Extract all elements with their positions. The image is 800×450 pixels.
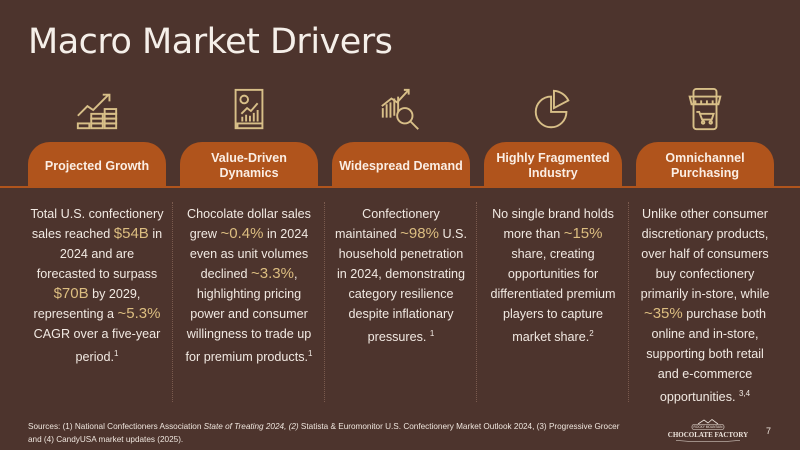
sources-footnote: Sources: (1) National Confectioners Asso… <box>28 420 628 446</box>
driver-header: Value-Driven Dynamics <box>180 142 318 187</box>
highlight-stat: ~3.3% <box>250 265 294 282</box>
driver-header: Widespread Demand <box>332 142 470 187</box>
page-number: 7 <box>766 426 772 436</box>
driver-description: Unlike other consumer discretionary prod… <box>636 204 774 407</box>
driver-header: Omnichannel Purchasing <box>636 142 774 187</box>
description-text: in 2024 even as unit volumes declined <box>189 227 309 281</box>
header-baseline <box>0 186 800 188</box>
description-text: CAGR over a five-year period. <box>33 327 161 364</box>
description-text: purchase both online and in-store, suppo… <box>646 307 767 404</box>
description-text: U.S. household penetration in 2024, demo… <box>336 227 467 344</box>
chart-magnifier-icon <box>332 85 470 135</box>
footnote-ref: 1 <box>114 349 119 358</box>
logo-text-main: CHOCOLATE FACTORY <box>668 431 748 439</box>
driver-column: Value-Driven Dynamics Chocolate dollar sa… <box>180 85 318 367</box>
driver-description: Chocolate dollar sales grew ~0.4% in 202… <box>180 204 318 367</box>
sources-italic: (2) <box>288 422 299 431</box>
driver-header: Highly Fragmented Industry <box>484 142 622 187</box>
page-title: Macro Market Drivers <box>28 22 393 62</box>
description-text: in 2024 and are forecasted to surpass <box>36 227 163 281</box>
sources-text: Statista & Euromonitor U.S. Confectioner… <box>28 422 620 444</box>
highlight-stat: ~35% <box>643 305 683 322</box>
driver-column: Highly Fragmented Industry No single bran… <box>484 85 622 347</box>
driver-header-label: Value-Driven Dynamics <box>211 151 287 180</box>
driver-column: Widespread Demand Confectionery maintaine… <box>332 85 470 347</box>
driver-header-label: Highly Fragmented Industry <box>496 151 610 180</box>
highlight-stat: ~0.4% <box>220 225 264 242</box>
footnote-ref: 3,4 <box>739 389 751 398</box>
highlight-stat: ~15% <box>563 225 603 242</box>
driver-column: Projected Growth Total U.S. confectionery… <box>28 85 166 367</box>
storefront-phone-cart-icon <box>636 85 774 135</box>
sources-italic: State of Treating 2024, <box>203 422 287 431</box>
footnote-ref: 1 <box>429 329 435 338</box>
driver-description: Total U.S. confectionery sales reached $… <box>28 204 166 367</box>
driver-header-label: Projected Growth <box>44 158 150 173</box>
driver-description: No single brand holds more than ~15% sha… <box>484 204 622 347</box>
description-text: by 2029, representing a <box>33 287 141 321</box>
column-divider <box>172 202 173 402</box>
highlight-stat: ~98% <box>400 225 439 242</box>
highlight-stat: $70B <box>53 285 89 302</box>
highlight-stat: $54B <box>113 225 149 242</box>
description-text: Total U.S. confectionery sales reached <box>30 207 164 241</box>
description-text: No single brand holds more than <box>492 207 614 241</box>
highlight-stat: ~5.3% <box>117 305 161 322</box>
column-divider <box>476 202 477 402</box>
driver-description: Confectionery maintained ~98% U.S. house… <box>332 204 470 347</box>
description-text: share, creating opportunities for differ… <box>490 247 616 344</box>
footnote-ref: 2 <box>589 329 594 338</box>
driver-header-label: Omnichannel Purchasing <box>665 151 745 180</box>
pie-chart-icon <box>484 85 622 135</box>
description-text: Chocolate dollar sales grew <box>187 207 311 241</box>
column-divider <box>324 202 325 402</box>
description-text: Unlike other consumer discretionary prod… <box>640 207 770 301</box>
column-divider <box>628 202 629 402</box>
report-document-chart-icon <box>180 85 318 135</box>
driver-column: Omnichannel Purchasing Unlike other consu… <box>636 85 774 407</box>
driver-header: Projected Growth <box>28 142 166 187</box>
description-text: Confectionery maintained <box>335 207 440 241</box>
logo-text-top: ROCKY MOUNTAIN <box>694 425 724 429</box>
description-text: , highlighting pricing power and consume… <box>185 267 312 364</box>
growth-chart-coins-icon <box>28 85 166 135</box>
sources-text: Sources: (1) National Confectioners Asso… <box>28 422 204 431</box>
company-logo: ROCKY MOUNTAIN CHOCOLATE FACTORY <box>668 419 748 443</box>
driver-header-label: Widespread Demand <box>339 158 463 173</box>
footnote-ref: 1 <box>308 349 313 358</box>
